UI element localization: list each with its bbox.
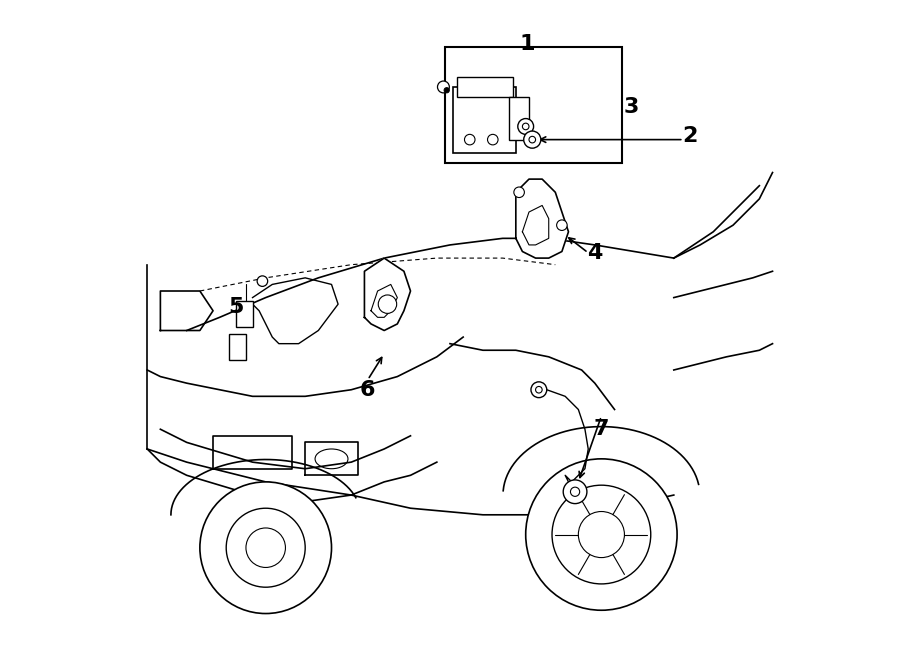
- Text: 7: 7: [594, 419, 609, 439]
- Bar: [456, 77, 512, 97]
- Circle shape: [488, 134, 498, 145]
- Circle shape: [464, 134, 475, 145]
- Circle shape: [556, 220, 567, 231]
- Circle shape: [529, 136, 535, 143]
- Bar: [236, 301, 253, 327]
- Circle shape: [444, 88, 449, 93]
- Circle shape: [524, 131, 541, 148]
- Circle shape: [378, 295, 397, 313]
- Circle shape: [437, 81, 449, 93]
- Text: 4: 4: [587, 243, 602, 263]
- Circle shape: [514, 187, 525, 198]
- Circle shape: [518, 118, 534, 134]
- Text: 6: 6: [360, 379, 375, 400]
- Bar: [230, 334, 246, 360]
- Circle shape: [257, 276, 267, 286]
- Circle shape: [563, 480, 587, 504]
- Circle shape: [531, 382, 547, 398]
- Text: 2: 2: [682, 126, 698, 146]
- Polygon shape: [516, 179, 569, 258]
- Circle shape: [522, 123, 529, 130]
- Circle shape: [226, 508, 305, 587]
- Circle shape: [571, 487, 580, 496]
- Polygon shape: [364, 258, 410, 330]
- Circle shape: [552, 485, 651, 584]
- Text: 5: 5: [229, 297, 244, 317]
- Bar: [509, 97, 529, 139]
- Text: 3: 3: [624, 97, 639, 117]
- Circle shape: [526, 459, 677, 610]
- Circle shape: [536, 387, 542, 393]
- Bar: [454, 87, 516, 153]
- Circle shape: [246, 528, 285, 567]
- Bar: [445, 48, 623, 163]
- Text: 1: 1: [520, 34, 536, 54]
- Circle shape: [579, 512, 625, 558]
- Circle shape: [200, 482, 331, 613]
